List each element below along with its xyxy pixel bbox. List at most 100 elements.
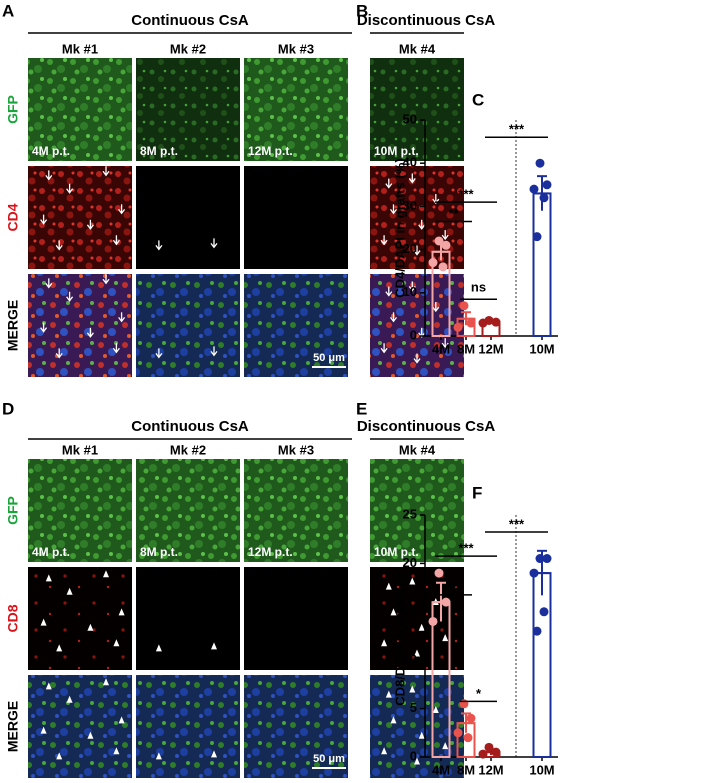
arrowhead bbox=[390, 716, 397, 724]
micrograph bbox=[28, 567, 132, 670]
arrowhead bbox=[418, 731, 425, 739]
data-point bbox=[529, 184, 539, 194]
x-tick-label: 8M bbox=[457, 762, 475, 777]
arrow-head bbox=[408, 178, 416, 184]
arrow-head bbox=[118, 208, 126, 215]
y-axis-label: CD8/DAPI in grafts (%) bbox=[392, 566, 407, 705]
arrowhead bbox=[381, 747, 388, 755]
significance-label: *** bbox=[458, 187, 474, 202]
arrowhead bbox=[45, 682, 52, 690]
scale-label: 50 μm bbox=[313, 352, 345, 364]
arrow-head bbox=[380, 239, 388, 246]
animal-label: Mk #4 bbox=[399, 41, 436, 56]
arrowhead bbox=[87, 623, 94, 631]
channel-label: GFP bbox=[5, 95, 21, 124]
arrowhead bbox=[45, 574, 52, 582]
y-tick-label: 30 bbox=[403, 198, 417, 213]
arrow-head bbox=[112, 239, 120, 246]
animal-label: Mk #2 bbox=[170, 442, 206, 457]
arrow-head bbox=[45, 282, 53, 289]
arrowhead bbox=[409, 577, 416, 585]
micrograph bbox=[136, 459, 240, 562]
micrograph bbox=[136, 274, 240, 377]
data-point bbox=[484, 742, 494, 752]
arrowhead bbox=[66, 587, 73, 595]
y-tick-label: 20 bbox=[403, 555, 417, 570]
channel-label: CD8 bbox=[5, 604, 21, 632]
y-axis-label: CD4/DAPI in grafts (%) bbox=[392, 158, 407, 297]
arrowhead bbox=[40, 726, 47, 734]
arrow-head bbox=[155, 245, 163, 251]
arrow-head bbox=[385, 291, 393, 297]
channel-label: GFP bbox=[5, 496, 21, 525]
arrow-head bbox=[86, 332, 94, 338]
arrow-head bbox=[66, 188, 74, 194]
data-point bbox=[466, 318, 476, 328]
micrograph bbox=[244, 567, 348, 670]
data-point bbox=[459, 301, 469, 311]
data-point bbox=[491, 317, 501, 327]
micrograph bbox=[244, 274, 348, 377]
arrowhead bbox=[103, 570, 109, 578]
data-point bbox=[428, 258, 438, 268]
y-tick-label: 0 bbox=[410, 327, 417, 342]
animal-label: Mk #4 bbox=[399, 442, 436, 457]
y-tick-label: 25 bbox=[403, 506, 417, 521]
channel-label: CD4 bbox=[5, 203, 21, 231]
micrograph bbox=[370, 58, 464, 161]
micrograph bbox=[244, 58, 348, 161]
arrowhead bbox=[103, 678, 109, 686]
group-label: Continuous CsA bbox=[131, 12, 249, 29]
data-point bbox=[438, 262, 448, 272]
y-tick-label: 0 bbox=[410, 748, 417, 763]
y-tick-label: 20 bbox=[403, 241, 417, 256]
data-point bbox=[491, 747, 501, 757]
arrowhead bbox=[409, 685, 416, 693]
arrow-head bbox=[66, 296, 74, 302]
time-label: 8M p.t. bbox=[140, 545, 178, 559]
group-label: Continuous CsA bbox=[131, 418, 249, 435]
animal-label: Mk #2 bbox=[170, 41, 206, 56]
arrow-head bbox=[441, 234, 449, 241]
significance-label: *** bbox=[509, 516, 525, 531]
data-point bbox=[428, 616, 438, 626]
arrowhead bbox=[414, 649, 420, 657]
arrow-head bbox=[86, 224, 94, 230]
arrowhead bbox=[155, 644, 162, 652]
arrow-head bbox=[40, 219, 48, 225]
arrow-head bbox=[418, 332, 426, 338]
significance-label: *** bbox=[458, 541, 474, 556]
panel-letter: C bbox=[472, 90, 484, 109]
arrowhead bbox=[56, 752, 63, 760]
data-point bbox=[539, 607, 549, 617]
arrow-head bbox=[389, 208, 398, 215]
data-point bbox=[453, 728, 463, 738]
micrograph bbox=[28, 58, 132, 161]
data-point bbox=[542, 180, 552, 190]
arrowhead bbox=[442, 742, 449, 750]
arrowhead bbox=[40, 618, 47, 626]
panel-letter: B bbox=[356, 1, 368, 20]
arrowhead bbox=[113, 747, 120, 755]
time-label: 12M p.t. bbox=[248, 144, 293, 158]
panel-letter: E bbox=[356, 399, 367, 418]
arrowhead bbox=[385, 582, 392, 590]
arrowhead bbox=[155, 752, 162, 760]
arrow-head bbox=[418, 224, 426, 230]
arrow-head bbox=[385, 183, 393, 189]
arrowhead bbox=[414, 757, 420, 765]
data-point bbox=[463, 733, 473, 743]
arrow-head bbox=[210, 350, 218, 357]
y-tick-label: 50 bbox=[403, 111, 417, 126]
y-tick-label: 40 bbox=[403, 155, 417, 170]
group-label: Discontinuous CsA bbox=[357, 12, 496, 29]
arrow-head bbox=[102, 170, 110, 177]
arrow-head bbox=[413, 358, 421, 364]
arrowhead bbox=[211, 750, 217, 758]
data-point bbox=[434, 236, 444, 246]
micrograph bbox=[28, 459, 132, 562]
micrograph bbox=[244, 459, 348, 562]
data-point bbox=[478, 749, 488, 759]
arrow-head bbox=[45, 174, 53, 181]
